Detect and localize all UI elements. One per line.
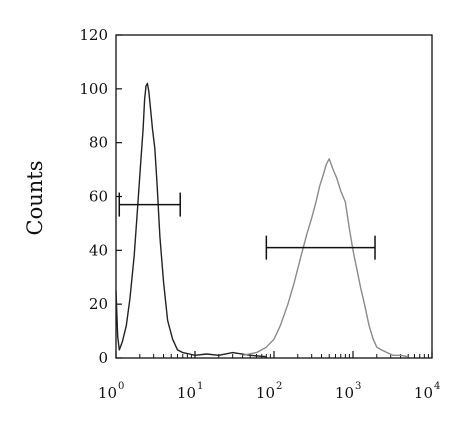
y-axis-ticks: 0 20 40 60 80 100 120 bbox=[79, 26, 122, 367]
x-tick-exponent: 1 bbox=[197, 381, 203, 392]
x-tick-exponent: 0 bbox=[118, 381, 124, 392]
x-tick-exponent: 3 bbox=[355, 381, 361, 392]
y-tick-label: 0 bbox=[98, 349, 108, 367]
y-tick-label: 80 bbox=[89, 134, 108, 152]
y-tick-label: 120 bbox=[79, 26, 108, 44]
y-tick-label: 60 bbox=[89, 188, 108, 206]
x-tick-exponent: 4 bbox=[434, 381, 440, 392]
x-tick-label: 10 bbox=[335, 384, 354, 402]
x-tick-label: 10 bbox=[177, 384, 196, 402]
plot-frame bbox=[115, 34, 433, 359]
gate-marker-1 bbox=[118, 192, 181, 217]
y-tick-label: 40 bbox=[89, 241, 108, 259]
series-layer bbox=[115, 82, 409, 358]
x-axis-ticks: 10 0 10 1 10 2 10 3 10 4 bbox=[98, 351, 440, 402]
histogram-series-1 bbox=[115, 82, 267, 358]
plot-border bbox=[115, 34, 433, 359]
histogram-series-2 bbox=[242, 158, 409, 358]
x-tick-label: 10 bbox=[414, 384, 433, 402]
x-tick-exponent: 2 bbox=[276, 381, 282, 392]
gate-marker-2 bbox=[265, 235, 376, 260]
y-tick-label: 20 bbox=[89, 295, 108, 313]
marker-layer bbox=[118, 192, 376, 260]
x-tick-label: 10 bbox=[256, 384, 275, 402]
y-axis-title: Counts bbox=[23, 161, 47, 236]
x-tick-label: 10 bbox=[98, 384, 117, 402]
y-tick-label: 100 bbox=[79, 80, 108, 98]
